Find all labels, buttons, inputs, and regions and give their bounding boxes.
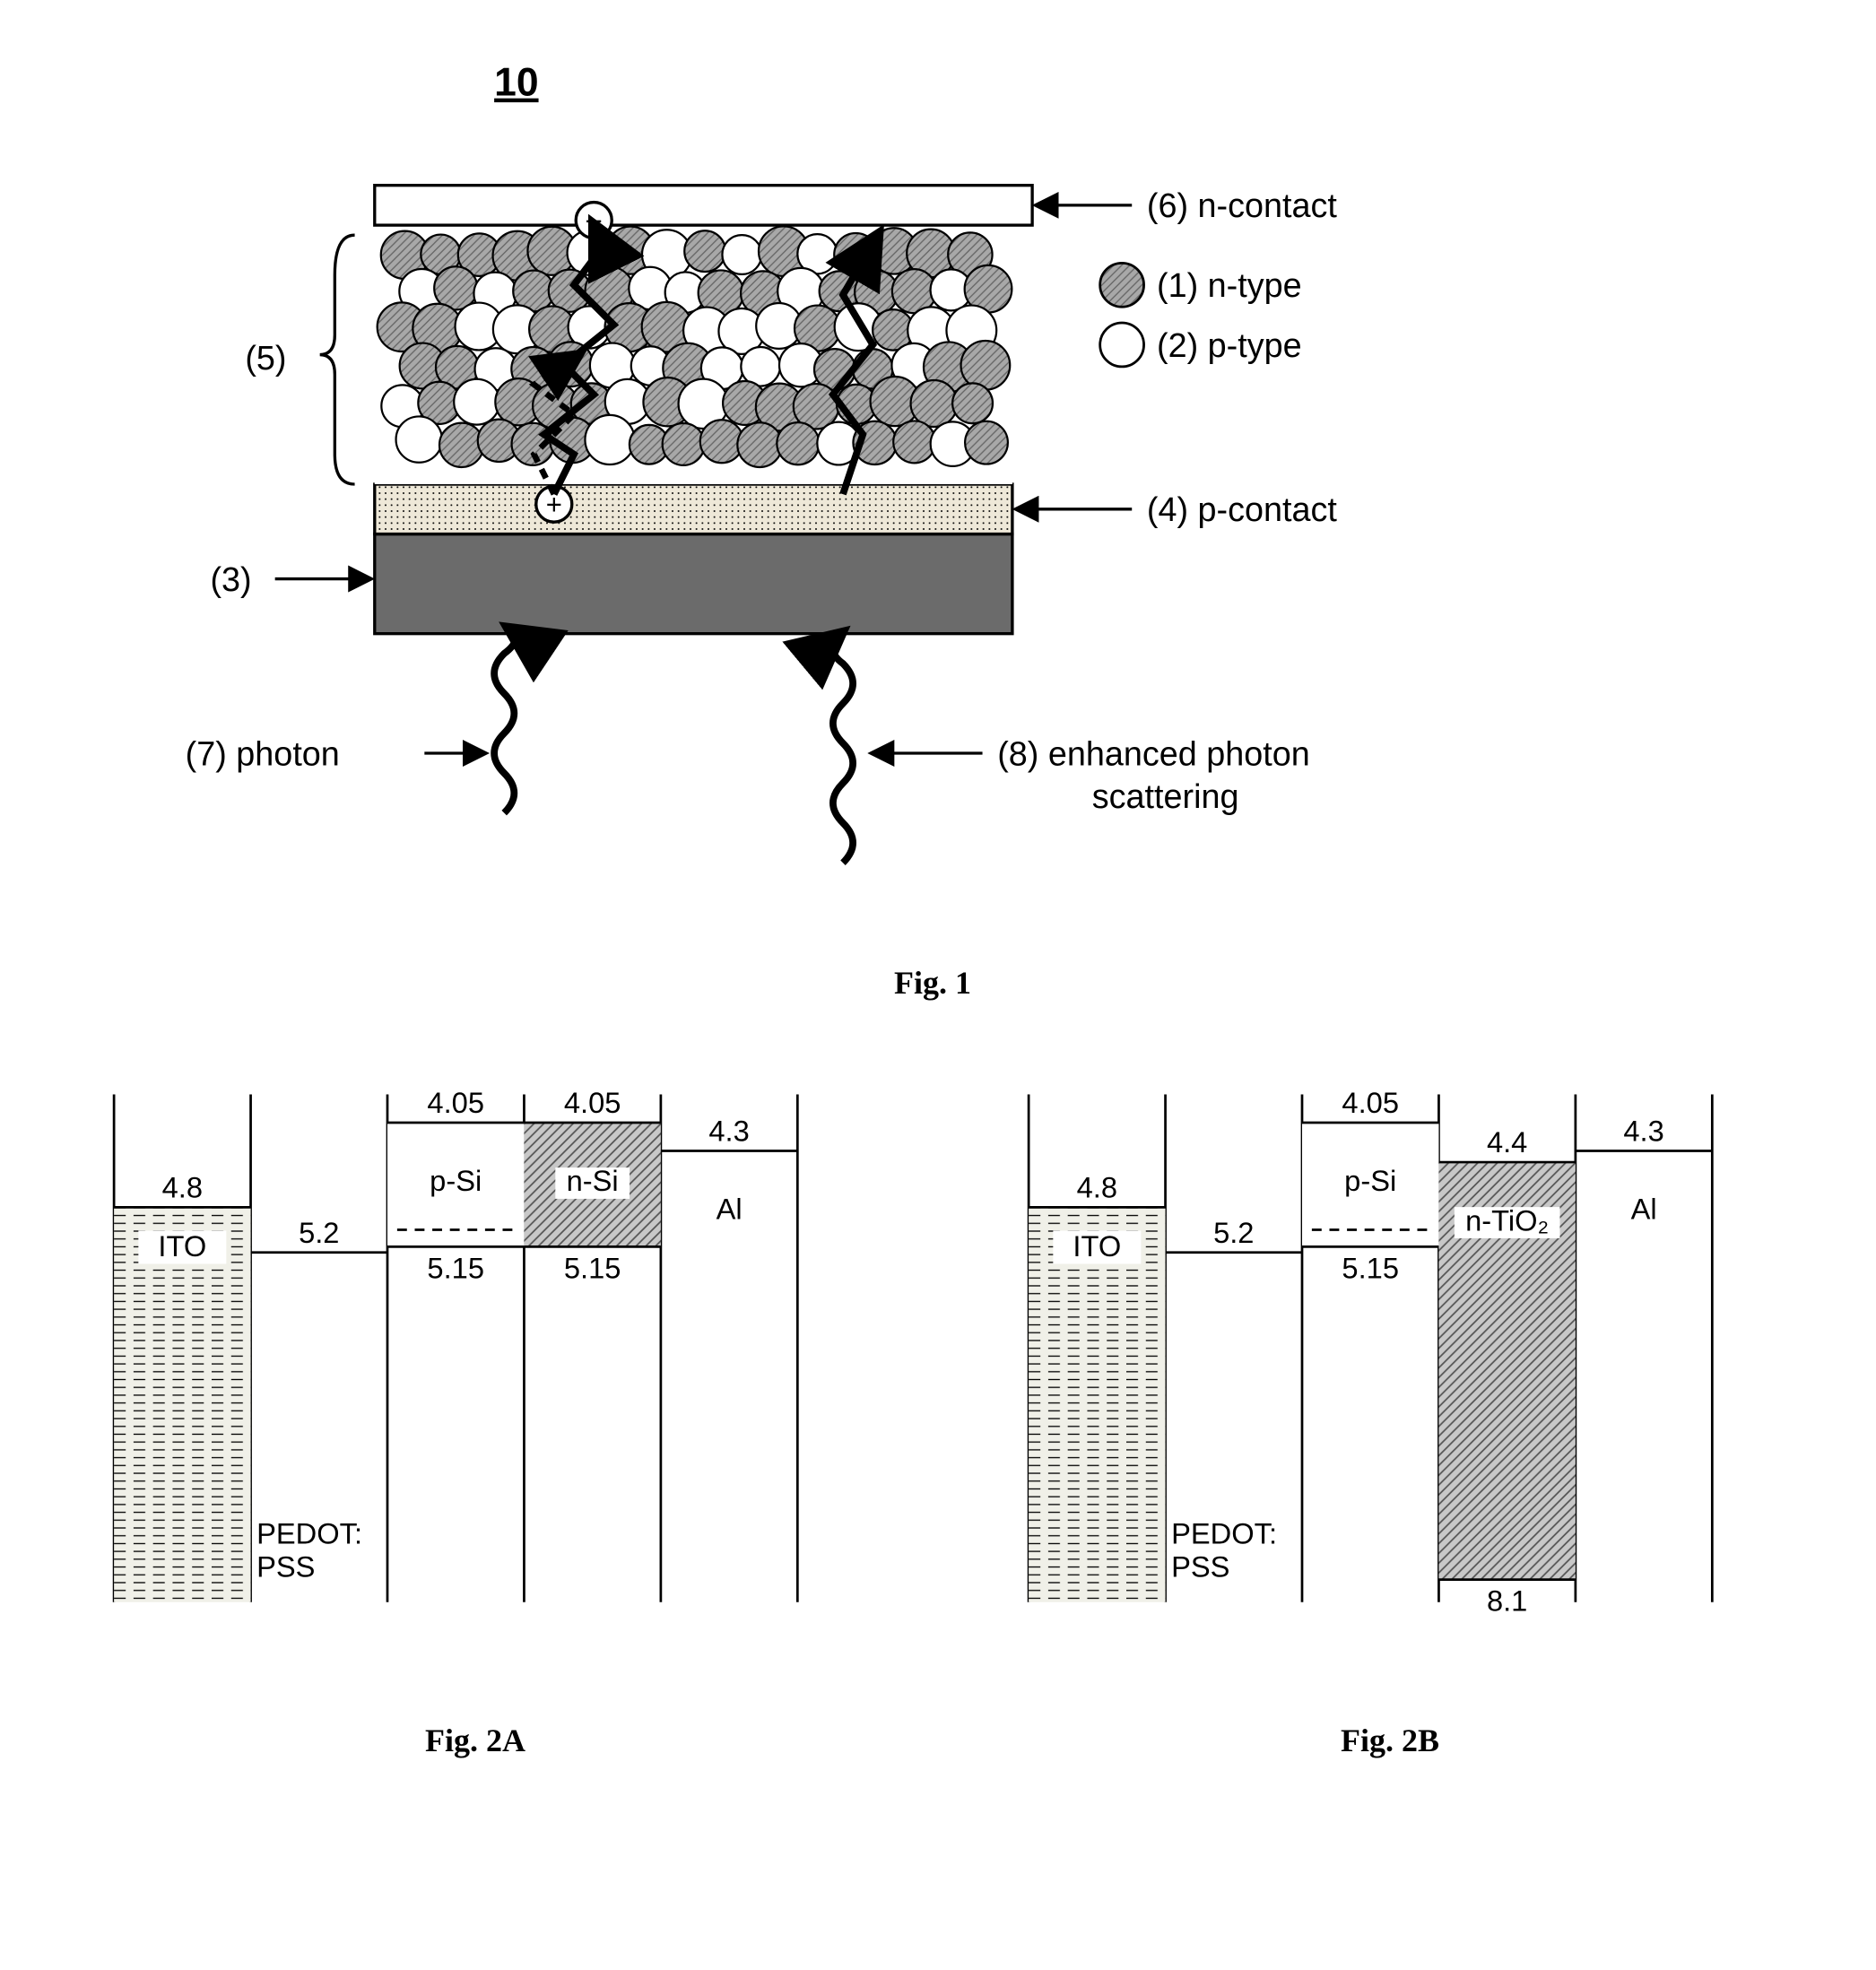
n-type-particle	[439, 423, 483, 467]
band-topval-nSi: 4.05	[564, 1086, 621, 1119]
band-label-PEDOT: PEDOT:	[1171, 1516, 1277, 1549]
band-label-Al: Al	[717, 1193, 743, 1226]
label-3: (3)	[210, 561, 251, 599]
label-8b: scattering	[1092, 778, 1239, 816]
legend-ptype-icon	[1100, 323, 1144, 367]
fig2a-caption: Fig. 2A	[36, 1722, 915, 1759]
n-type-particle	[777, 422, 819, 464]
fig2a-panel: 4.8 ITO 5.2 PEDOT:PSS 4.05 5.15 p-Si 4.05 5.15 n-…	[36, 1055, 915, 1813]
layer4-pcontact	[375, 484, 1012, 534]
bracket-5	[320, 235, 355, 484]
photon-7	[494, 629, 516, 813]
band-topval-Al: 4.3	[1623, 1115, 1663, 1148]
label-2: (2) p-type	[1157, 327, 1302, 365]
band-topval-PEDOT: 5.2	[299, 1216, 339, 1249]
layer6-ncontact	[375, 186, 1032, 225]
label-7: (7) photon	[186, 735, 340, 773]
band-topval-pSi: 4.05	[1342, 1086, 1399, 1119]
fig2a-svg: 4.8 ITO 5.2 PEDOT:PSS 4.05 5.15 p-Si 4.05 5.15 n-…	[36, 1055, 915, 1690]
fig1-title: 10	[494, 61, 538, 105]
band-topval-ITO: 4.8	[162, 1170, 203, 1203]
band-topval-PEDOT: 5.2	[1213, 1216, 1254, 1249]
band-label-ITO: ITO	[1073, 1229, 1121, 1263]
fig1-wrapper: 10 − +	[36, 36, 1829, 1002]
layer3	[375, 534, 1012, 634]
band-botval-nTiO2: 8.1	[1487, 1584, 1527, 1617]
band-botval-nSi: 5.15	[564, 1251, 621, 1284]
band-label-Al: Al	[1631, 1193, 1657, 1226]
photon-8	[832, 634, 853, 864]
n-type-particle	[952, 383, 993, 423]
band-label-PEDOT: PEDOT:	[256, 1516, 362, 1549]
fig2b-caption: Fig. 2B	[951, 1722, 1829, 1759]
band-label-nTiO2: n-TiO₂	[1465, 1203, 1549, 1237]
fig2-row: 4.8ITO5.2PEDOT:PSS4.055.15p-Si4.055.15n-…	[36, 1055, 1829, 1813]
blend-circles	[378, 226, 1012, 467]
label-1: (1) n-type	[1157, 267, 1302, 305]
band-label-pSi: p-Si	[430, 1164, 482, 1197]
p-type-particle	[722, 235, 761, 274]
p-type-particle	[585, 415, 634, 464]
band-topval-ITO: 4.8	[1077, 1170, 1117, 1203]
fig1-svg: 10 − +	[36, 36, 1829, 933]
fig1-caption: Fig. 1	[36, 964, 1829, 1002]
band-label-nSi: n-Si	[567, 1164, 619, 1197]
fig2b-panel: 4.8 ITO 5.2 PEDOT:PSS 4.05 5.15 p-Si 4.4 8.1 n-Ti…	[951, 1055, 1829, 1813]
p-type-particle	[396, 416, 442, 462]
n-type-particle	[893, 421, 935, 463]
fig2b-svg: 4.8 ITO 5.2 PEDOT:PSS 4.05 5.15 p-Si 4.4 8.1 n-Ti…	[951, 1055, 1829, 1690]
n-type-particle	[663, 423, 705, 465]
band-botval-pSi: 5.15	[427, 1251, 484, 1284]
band-label-ITO: ITO	[158, 1229, 206, 1263]
n-type-particle	[911, 380, 958, 427]
band-botval-pSi: 5.15	[1342, 1251, 1399, 1284]
band-topval-pSi: 4.05	[427, 1086, 484, 1119]
p-type-particle	[454, 379, 499, 425]
band-label-PEDOT: PSS	[1171, 1549, 1229, 1583]
label-4: (4) p-contact	[1147, 491, 1337, 529]
label-8a: (8) enhanced photon	[997, 735, 1310, 773]
legend-ntype-icon	[1100, 263, 1144, 307]
label-6: (6) n-contact	[1147, 187, 1337, 225]
figure-container: 10 − +	[36, 36, 1829, 1813]
n-type-particle	[961, 341, 1011, 390]
label-5: (5)	[245, 340, 286, 378]
n-type-particle	[684, 230, 725, 272]
band-col-ITO	[1029, 1207, 1165, 1601]
band-topval-Al: 4.3	[708, 1115, 749, 1148]
band-label-pSi: p-Si	[1344, 1164, 1396, 1197]
band-col-ITO	[114, 1207, 250, 1601]
band-label-PEDOT: PSS	[256, 1549, 315, 1583]
n-type-particle	[737, 422, 782, 467]
n-type-particle	[965, 421, 1008, 464]
band-topval-nTiO2: 4.4	[1487, 1125, 1527, 1159]
